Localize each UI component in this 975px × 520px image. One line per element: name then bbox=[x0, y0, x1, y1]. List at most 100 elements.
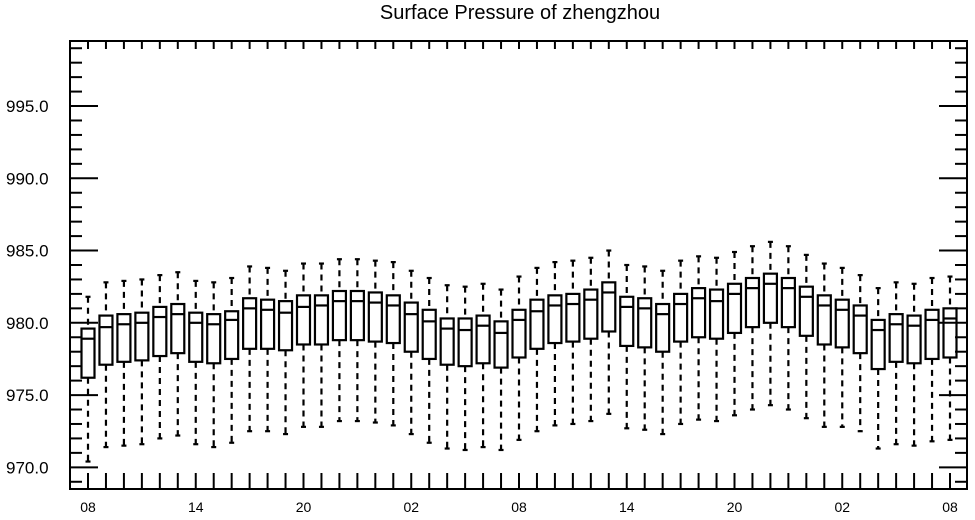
box-item bbox=[726, 250, 743, 417]
box-iqr bbox=[906, 314, 922, 365]
box-item bbox=[870, 287, 886, 450]
box-iqr bbox=[242, 297, 258, 350]
box-item bbox=[511, 275, 527, 441]
box-iqr bbox=[367, 291, 383, 343]
box-iqr bbox=[403, 301, 419, 353]
box-item bbox=[80, 295, 96, 463]
box-iqr bbox=[511, 308, 527, 359]
box-item bbox=[116, 279, 132, 447]
box-item bbox=[655, 269, 671, 436]
box-item bbox=[277, 269, 294, 436]
box-iqr bbox=[349, 289, 365, 342]
box-iqr bbox=[690, 287, 707, 339]
box-item bbox=[134, 278, 150, 446]
chart-title: Surface Pressure of zhengzhou bbox=[379, 2, 661, 24]
box-iqr bbox=[529, 298, 545, 350]
box-item bbox=[224, 276, 240, 444]
x-tick-label: 08 bbox=[80, 499, 96, 515]
box-item bbox=[834, 266, 850, 428]
box-iqr bbox=[780, 276, 796, 329]
box-item bbox=[852, 274, 868, 433]
box-iqr bbox=[565, 292, 581, 343]
box-item bbox=[888, 281, 904, 446]
box-iqr bbox=[708, 288, 725, 340]
box-item bbox=[798, 253, 814, 420]
box-iqr bbox=[80, 327, 96, 379]
box-item bbox=[188, 279, 204, 446]
box-iqr bbox=[744, 276, 761, 329]
box-iqr bbox=[762, 272, 779, 324]
plot-frame bbox=[69, 40, 968, 490]
box-item bbox=[170, 271, 186, 437]
box-item bbox=[493, 288, 509, 452]
box-iqr bbox=[134, 311, 150, 362]
box-iqr bbox=[116, 313, 132, 363]
plot-layer bbox=[80, 240, 958, 463]
box-item bbox=[457, 285, 473, 452]
y-tick-label: 995.0 bbox=[6, 97, 49, 116]
box-item bbox=[475, 282, 491, 449]
box-iqr bbox=[295, 294, 312, 346]
box-iqr bbox=[152, 305, 168, 358]
box-iqr bbox=[188, 311, 204, 363]
box-iqr bbox=[924, 308, 940, 361]
x-tick-label: 20 bbox=[727, 499, 743, 515]
box-iqr bbox=[277, 300, 294, 352]
box-item bbox=[152, 274, 168, 440]
box-item bbox=[906, 282, 922, 447]
box-iqr bbox=[816, 294, 832, 346]
box-iqr bbox=[475, 314, 491, 365]
y-tick-label: 980.0 bbox=[6, 314, 49, 333]
box-item bbox=[673, 259, 689, 426]
x-tick-label: 14 bbox=[188, 499, 204, 515]
box-item bbox=[313, 262, 330, 428]
box-item bbox=[565, 259, 581, 426]
box-item bbox=[331, 258, 348, 423]
box-item bbox=[367, 259, 383, 424]
box-iqr bbox=[888, 313, 904, 363]
box-iqr bbox=[870, 318, 886, 371]
box-iqr bbox=[619, 295, 635, 348]
box-item bbox=[780, 245, 796, 411]
box-iqr bbox=[259, 298, 276, 350]
box-iqr bbox=[493, 320, 509, 369]
box-item bbox=[816, 262, 832, 428]
axis-layer: 970.0 975.0 980.0 985.0 990.0 995.0 08 14 20 02 08… bbox=[6, 40, 968, 515]
box-item bbox=[762, 240, 779, 407]
box-item bbox=[942, 275, 958, 441]
x-tick-label: 20 bbox=[296, 499, 312, 515]
box-iqr bbox=[942, 307, 958, 359]
y-tick-label: 990.0 bbox=[6, 169, 49, 188]
x-tick-label: 08 bbox=[942, 499, 958, 515]
box-item bbox=[206, 281, 222, 449]
box-iqr bbox=[439, 317, 455, 366]
x-tick-label: 02 bbox=[403, 499, 419, 515]
box-item bbox=[98, 281, 114, 449]
y-tick-label: 985.0 bbox=[6, 242, 49, 261]
box-iqr bbox=[385, 294, 401, 345]
box-item bbox=[295, 262, 312, 428]
box-item bbox=[421, 276, 437, 444]
box-iqr bbox=[852, 304, 868, 355]
box-iqr bbox=[547, 294, 563, 345]
box-item bbox=[690, 255, 707, 421]
box-item bbox=[529, 266, 545, 433]
box-item bbox=[242, 265, 258, 433]
x-tick-label: 02 bbox=[834, 499, 850, 515]
box-iqr bbox=[798, 285, 814, 337]
box-iqr bbox=[206, 313, 222, 365]
x-tick-label: 14 bbox=[619, 499, 635, 515]
box-iqr bbox=[457, 317, 473, 368]
box-iqr bbox=[655, 302, 671, 353]
box-item bbox=[583, 256, 599, 423]
y-tick-label: 975.0 bbox=[6, 386, 49, 405]
box-item bbox=[547, 261, 563, 427]
box-iqr bbox=[331, 289, 348, 342]
box-iqr bbox=[601, 281, 617, 333]
box-item bbox=[744, 245, 761, 411]
box-item bbox=[924, 276, 940, 443]
box-iqr bbox=[673, 292, 689, 343]
box-iqr bbox=[637, 297, 653, 349]
box-iqr bbox=[583, 288, 599, 340]
